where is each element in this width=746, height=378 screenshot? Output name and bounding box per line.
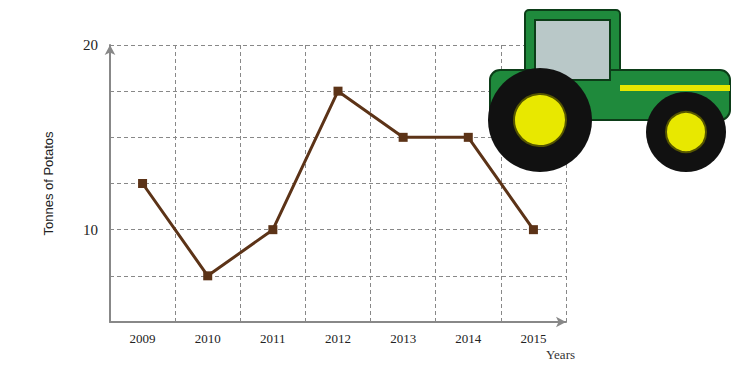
svg-text:Years: Years (546, 347, 575, 362)
svg-text:2015: 2015 (520, 331, 546, 346)
svg-text:10: 10 (83, 222, 98, 238)
svg-text:2012: 2012 (325, 331, 351, 346)
svg-text:20: 20 (83, 37, 98, 53)
svg-text:2011: 2011 (260, 331, 286, 346)
svg-text:2009: 2009 (130, 331, 156, 346)
svg-text:2013: 2013 (390, 331, 416, 346)
svg-text:Tonnes of Potatos: Tonnes of Potatos (41, 131, 56, 236)
svg-text:2014: 2014 (455, 331, 482, 346)
svg-text:2010: 2010 (195, 331, 221, 346)
